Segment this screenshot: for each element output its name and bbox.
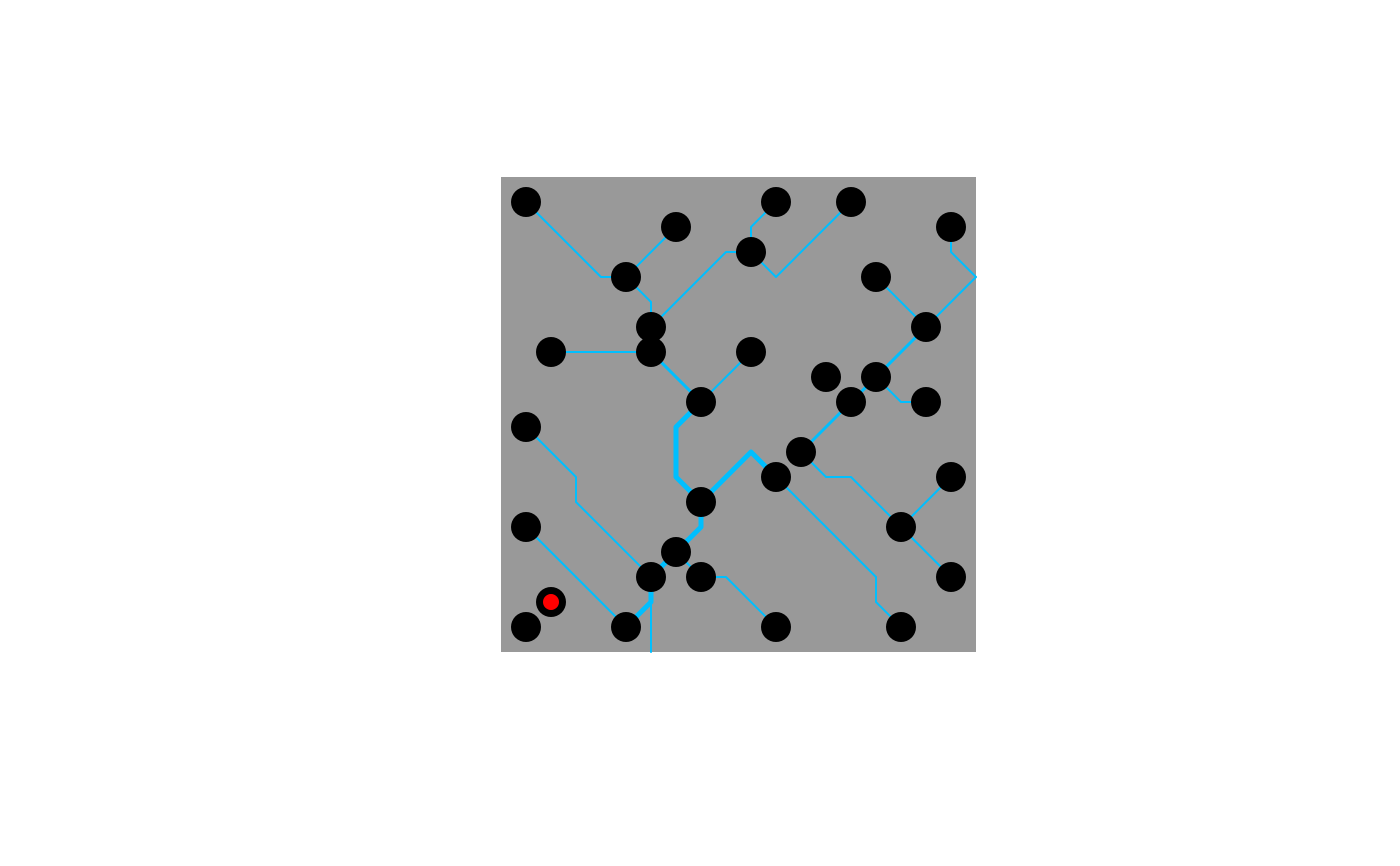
edge-n18-n26 xyxy=(525,426,652,578)
node-n17 xyxy=(686,487,716,517)
edge-n19-n21 xyxy=(800,451,902,528)
node-n21 xyxy=(686,562,716,592)
node-n14 xyxy=(861,362,891,392)
node-n11 xyxy=(536,337,566,367)
node-n18 xyxy=(511,412,541,442)
node-n25 xyxy=(786,437,816,467)
node-n33 xyxy=(936,562,966,592)
node-n12 xyxy=(636,337,666,367)
node-n5 xyxy=(936,212,966,242)
node-n13 xyxy=(736,337,766,367)
node-n15 xyxy=(686,387,716,417)
node-n32 xyxy=(636,562,666,592)
node-n1 xyxy=(511,187,541,217)
node-n23 xyxy=(611,612,641,642)
node-n19 xyxy=(661,537,691,567)
highlight-marker xyxy=(543,594,559,610)
node-n22 xyxy=(511,512,541,542)
node-n34 xyxy=(911,387,941,417)
node-n7 xyxy=(611,262,641,292)
edge-n27-n28 xyxy=(775,476,877,578)
node-n16 xyxy=(811,362,841,392)
node-n27 xyxy=(936,462,966,492)
node-n26 xyxy=(761,462,791,492)
nodes-layer xyxy=(511,187,966,642)
node-n20 xyxy=(836,387,866,417)
edge-n14-n20 xyxy=(673,399,704,505)
node-n24 xyxy=(511,612,541,642)
node-n6 xyxy=(736,237,766,267)
node-n2 xyxy=(661,212,691,242)
node-n10 xyxy=(911,312,941,342)
node-n9 xyxy=(636,312,666,342)
node-n30 xyxy=(761,612,791,642)
node-n31 xyxy=(886,612,916,642)
node-n8 xyxy=(861,262,891,292)
node-n3 xyxy=(761,187,791,217)
node-n4 xyxy=(836,187,866,217)
node-n28 xyxy=(886,512,916,542)
